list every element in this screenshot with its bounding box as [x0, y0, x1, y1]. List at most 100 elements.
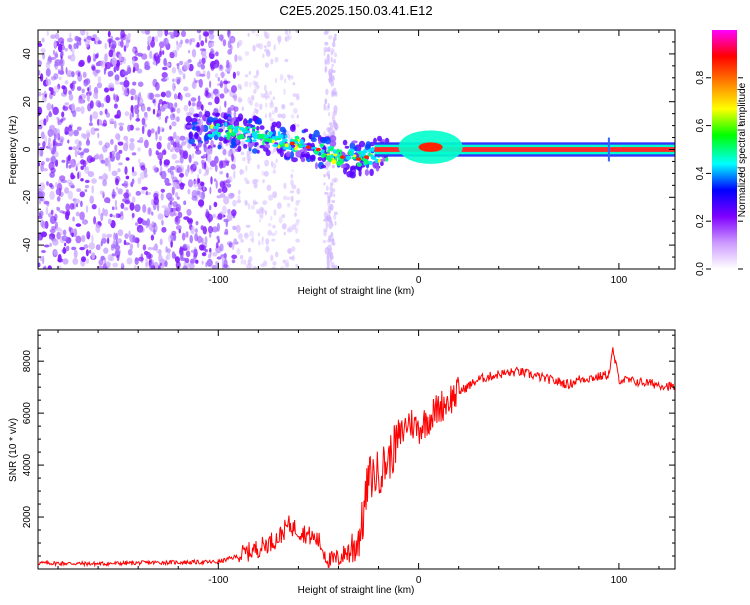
heatmap-cell: [100, 255, 105, 261]
heatmap-cell: [115, 37, 120, 41]
heatmap-cell: [297, 123, 300, 128]
heatmap-cell: [271, 136, 275, 140]
colorbar-tick-label: 0.6: [695, 118, 706, 132]
heatmap-cell: [245, 200, 248, 206]
heatmap-cell: [95, 62, 100, 67]
heatmap-cell: [150, 39, 156, 48]
heatmap-cell: [239, 255, 244, 260]
heatmap-cell: [49, 236, 53, 240]
heatmap-cell: [200, 63, 205, 70]
spectrogram-xtick-label: -100: [208, 275, 228, 286]
snr-frame: [37, 329, 676, 570]
heatmap-cell: [245, 224, 251, 228]
heatmap-cell: [334, 91, 338, 97]
heatmap-cell: [184, 169, 189, 177]
heatmap-cell: [323, 103, 326, 111]
heatmap-cell: [214, 130, 218, 135]
heatmap-cell: [147, 106, 151, 112]
heatmap-cell: [130, 96, 134, 101]
heatmap-cell: [53, 249, 58, 256]
heatmap-cell: [327, 149, 330, 153]
heatmap-cell: [187, 188, 191, 195]
heatmap-cell: [124, 233, 129, 239]
heatmap-cell: [256, 210, 261, 214]
heatmap-cell: [176, 40, 179, 46]
heatmap-cell: [258, 43, 264, 50]
heatmap-cell: [183, 200, 187, 206]
heatmap-cell: [373, 137, 377, 144]
heatmap-cell: [92, 34, 97, 39]
heatmap-cell: [385, 157, 389, 162]
heatmap-cell: [100, 212, 104, 222]
heatmap-cell: [184, 92, 191, 98]
heatmap-cell: [371, 156, 377, 160]
heatmap-cell: [67, 55, 72, 60]
heatmap-cell: [223, 139, 228, 144]
heatmap-cell: [249, 151, 253, 155]
heatmap-cell: [75, 106, 81, 112]
heatmap-cell: [66, 37, 73, 43]
heatmap-cell: [187, 217, 193, 225]
snr-ytick-label: 4000: [22, 454, 33, 477]
heatmap-cell: [176, 78, 181, 85]
heatmap-cell: [117, 168, 121, 173]
heatmap-cell: [289, 124, 296, 132]
heatmap-cell: [255, 179, 259, 183]
heatmap-cell: [363, 148, 367, 154]
heatmap-cell: [161, 72, 168, 79]
heatmap-cell: [61, 159, 66, 163]
heatmap-cell: [183, 61, 190, 70]
heatmap-cell: [161, 128, 165, 132]
heatmap-cell: [180, 182, 183, 186]
heatmap-cell: [139, 136, 144, 144]
heatmap-cell: [88, 242, 96, 250]
heatmap-cell: [247, 259, 251, 266]
heatmap-cell: [264, 159, 269, 167]
heatmap-cell: [152, 246, 157, 251]
heatmap-cell: [334, 122, 339, 131]
heatmap-cell: [194, 228, 198, 234]
heatmap-cell: [114, 94, 119, 103]
heatmap-cell: [200, 50, 203, 56]
heatmap-cell: [268, 90, 273, 96]
heatmap-cell: [205, 208, 209, 214]
heatmap-cell: [328, 251, 333, 256]
heatmap-cell: [78, 147, 82, 151]
heatmap-cell: [264, 45, 267, 49]
heatmap-cell: [201, 159, 206, 163]
heatmap-cell: [57, 254, 62, 263]
heatmap-cell: [259, 144, 266, 149]
heatmap-cell: [77, 150, 80, 156]
heatmap-cell: [143, 250, 149, 256]
colorbar: 0.0 0.2 0.4 0.6 0.8 Normalized spectral ampl…: [695, 30, 748, 276]
heatmap-cell: [206, 70, 211, 80]
heatmap-cell: [289, 141, 295, 146]
heatmap-cell: [272, 261, 277, 266]
heatmap-cell: [247, 126, 251, 129]
heatmap-cell: [333, 211, 338, 216]
heatmap-cell: [217, 188, 222, 193]
heatmap-cell: [73, 129, 79, 137]
heatmap-cell: [185, 231, 189, 238]
heatmap-cell: [99, 110, 103, 116]
heatmap-cell: [258, 240, 261, 246]
heatmap-cell: [87, 55, 92, 63]
heatmap-cell: [86, 31, 89, 37]
heatmap-cell: [133, 62, 140, 72]
heatmap-cell: [237, 55, 242, 60]
heatmap-cell: [290, 246, 296, 252]
heatmap-cell: [215, 51, 219, 57]
heatmap-cell: [127, 249, 133, 256]
heatmap-cell: [268, 112, 272, 119]
heatmap-cell: [71, 48, 75, 57]
heatmap-cell: [175, 135, 181, 144]
heatmap-cell: [80, 30, 86, 36]
heatmap-cell: [294, 147, 298, 151]
heatmap-cell: [76, 86, 82, 91]
heatmap-cell: [255, 145, 261, 150]
heatmap-cell: [118, 122, 125, 126]
heatmap-cell: [45, 157, 50, 162]
heatmap-cell: [107, 30, 111, 38]
heatmap-cell: [47, 141, 51, 148]
